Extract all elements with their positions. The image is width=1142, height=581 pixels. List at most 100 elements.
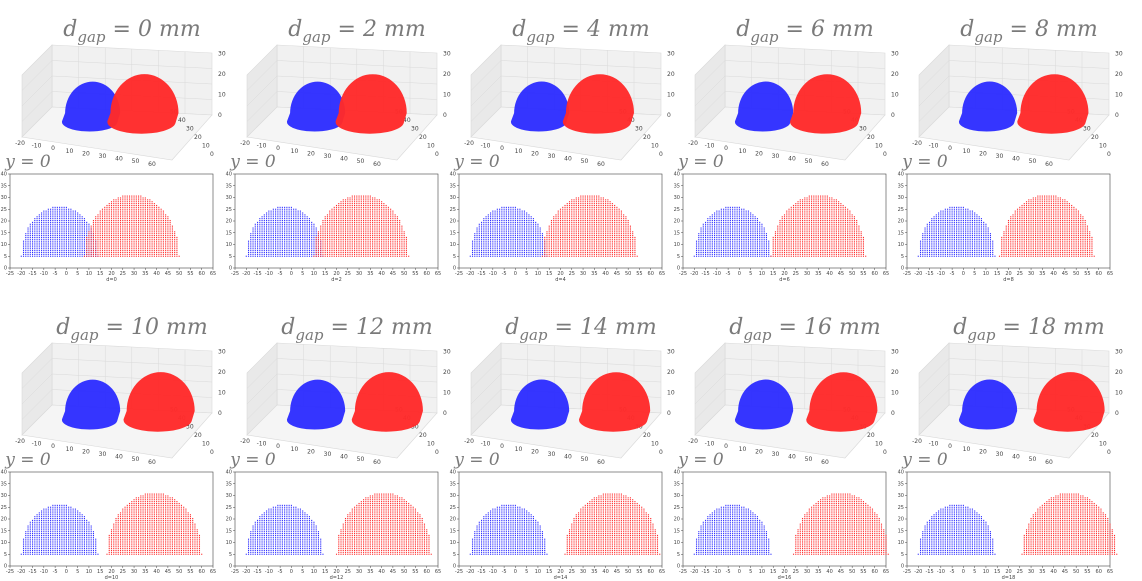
point — [376, 199, 378, 201]
point — [353, 199, 356, 201]
point — [501, 250, 503, 252]
point — [144, 242, 146, 244]
point — [119, 246, 122, 248]
point — [68, 227, 70, 229]
point — [63, 210, 65, 212]
point — [403, 244, 405, 246]
point — [517, 235, 519, 237]
point — [266, 221, 268, 223]
point — [277, 223, 279, 225]
point — [501, 253, 503, 255]
point — [167, 233, 169, 235]
point — [122, 235, 124, 237]
point — [70, 248, 72, 250]
point — [378, 233, 380, 235]
point — [333, 229, 335, 231]
point — [571, 221, 573, 223]
point — [535, 246, 537, 248]
point — [363, 225, 365, 227]
point — [356, 219, 358, 222]
point — [528, 242, 530, 244]
point — [79, 236, 81, 238]
x3d-tick-label: 20 — [307, 150, 315, 157]
point — [356, 238, 358, 240]
point — [275, 250, 277, 252]
point — [259, 253, 261, 255]
point — [158, 231, 160, 233]
point — [108, 214, 110, 216]
point — [360, 231, 362, 233]
point — [257, 242, 259, 244]
point — [356, 201, 358, 203]
point — [383, 244, 385, 246]
y-tick-label: 15 — [226, 230, 232, 236]
point — [378, 240, 380, 242]
point — [374, 210, 376, 212]
point — [268, 216, 270, 218]
point — [490, 240, 492, 242]
point — [528, 250, 530, 252]
point — [151, 229, 153, 231]
point — [151, 208, 153, 210]
point — [59, 246, 61, 248]
point — [138, 229, 140, 231]
point — [104, 235, 106, 237]
point — [503, 235, 505, 237]
point — [559, 242, 562, 244]
point — [110, 251, 113, 254]
point — [149, 216, 151, 218]
point — [315, 236, 317, 238]
point — [153, 210, 155, 212]
point — [149, 199, 151, 201]
point — [329, 219, 331, 222]
point — [573, 231, 575, 233]
point — [505, 251, 507, 254]
point — [81, 253, 83, 255]
point — [153, 238, 155, 240]
point — [367, 235, 369, 237]
point — [167, 229, 169, 231]
point — [261, 227, 263, 229]
point — [27, 240, 29, 242]
point — [521, 229, 523, 231]
point — [521, 219, 523, 222]
point — [257, 248, 259, 250]
point — [532, 250, 534, 252]
point — [401, 240, 403, 242]
x-tick-label: 10 — [311, 271, 317, 277]
point — [131, 225, 133, 227]
point — [372, 218, 374, 220]
point — [347, 251, 349, 254]
point — [571, 235, 573, 237]
point — [106, 210, 108, 212]
point — [356, 216, 358, 218]
point — [250, 251, 252, 254]
point — [142, 208, 144, 210]
point — [68, 242, 70, 244]
point — [156, 250, 158, 252]
point — [113, 246, 115, 248]
point — [297, 236, 299, 238]
point — [372, 216, 374, 218]
point — [530, 236, 532, 238]
point — [124, 201, 126, 203]
point — [573, 227, 575, 229]
point — [117, 214, 119, 216]
point — [43, 233, 45, 235]
point — [117, 242, 119, 244]
point — [499, 218, 501, 220]
point — [535, 242, 537, 244]
point — [122, 223, 124, 225]
point — [144, 231, 146, 233]
point — [356, 203, 358, 205]
point — [113, 212, 115, 214]
point — [512, 253, 514, 255]
point — [297, 212, 299, 214]
point — [324, 244, 326, 246]
point — [340, 218, 342, 220]
point — [153, 229, 155, 231]
point — [281, 236, 283, 238]
point — [324, 218, 326, 220]
point — [281, 250, 283, 252]
point — [43, 238, 45, 240]
